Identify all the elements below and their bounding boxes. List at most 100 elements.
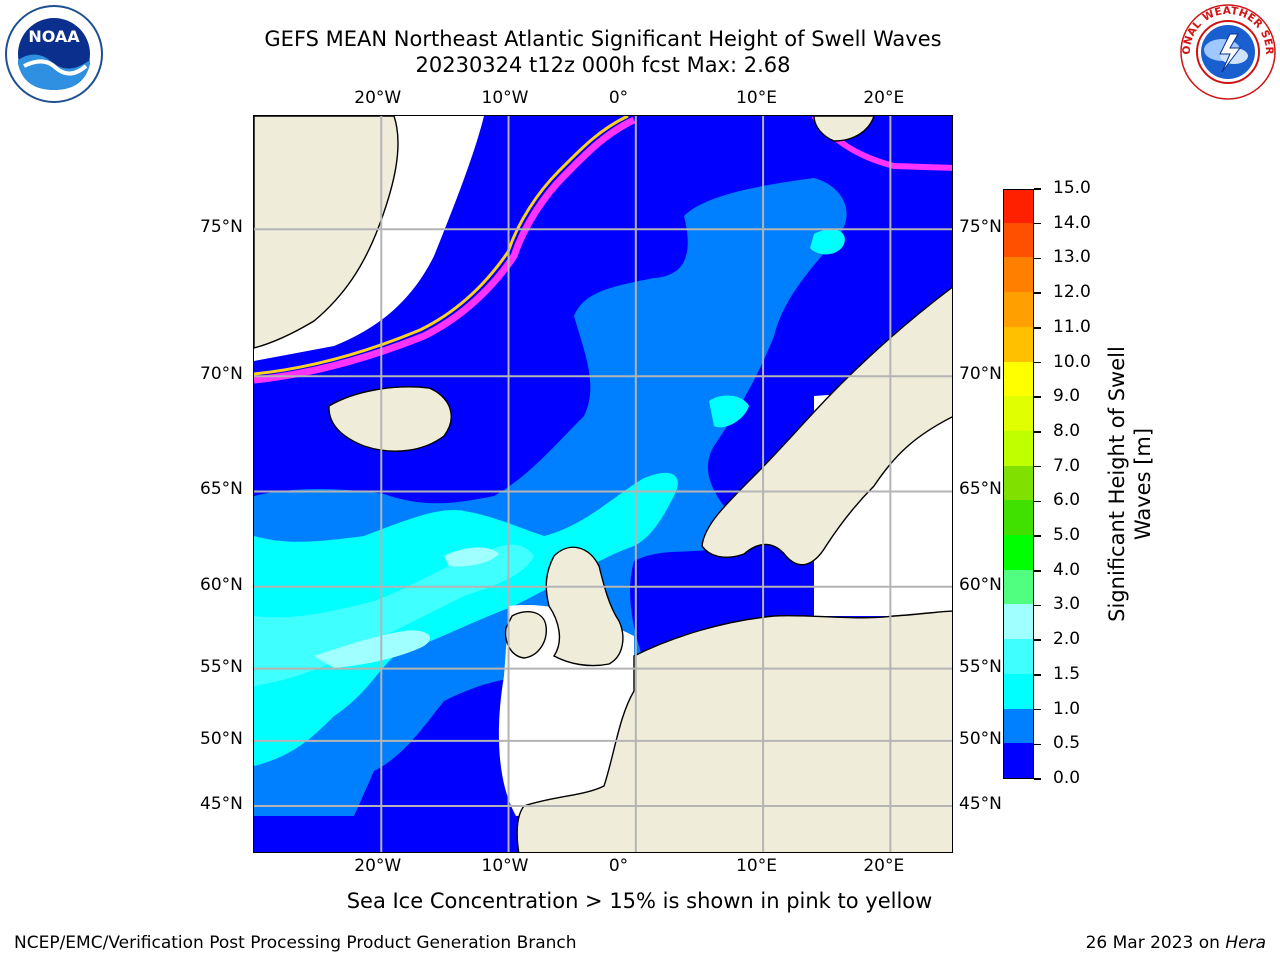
colorbar-segment (1004, 326, 1033, 362)
lon-tick-bottom: 10°W (481, 856, 529, 876)
colorbar-tick-label: 4.0 (1053, 559, 1081, 580)
colorbar-tick-mark (1034, 361, 1041, 364)
noaa-logo-icon: NOAA (5, 5, 103, 103)
colorbar-segment (1004, 256, 1033, 293)
colorbar-tick-label: 1.5 (1053, 663, 1081, 684)
colorbar-tick-mark (1034, 465, 1041, 468)
lat-tick-right: 60°N (959, 574, 1002, 595)
colorbar-segment (1004, 673, 1033, 709)
colorbar-segment (1004, 430, 1033, 466)
lat-tick-left: 50°N (200, 728, 243, 749)
colorbar-tick-mark (1034, 708, 1041, 711)
colorbar-label: Significant Height of Swell Waves [m] (1104, 274, 1156, 694)
footer-machine: Hera (1225, 933, 1266, 953)
colorbar-tick-label: 2.0 (1053, 629, 1081, 650)
colorbar-tick-mark (1034, 535, 1041, 537)
lat-tick-left: 65°N (200, 479, 243, 500)
colorbar-tick-mark (1034, 292, 1041, 294)
colorbar-tick-label: 0.5 (1053, 733, 1081, 754)
lon-tick-bottom: 20°E (863, 856, 905, 876)
colorbar-segment (1004, 742, 1033, 778)
lon-tick-top: 0° (608, 88, 629, 108)
colorbar-tick-mark (1034, 500, 1041, 503)
colorbar-segment (1004, 190, 1033, 223)
colorbar-tick-label: 14.0 (1053, 212, 1091, 233)
colorbar-tick-label: 10.0 (1053, 351, 1091, 372)
colorbar-tick-mark (1034, 327, 1041, 329)
colorbar-tick-label: 0.0 (1053, 768, 1081, 788)
colorbar-segment (1004, 638, 1033, 674)
colorbar-tick-mark (1034, 396, 1041, 398)
lon-tick-bottom: 0° (608, 856, 629, 876)
lat-tick-left: 45°N (200, 793, 243, 814)
colorbar-tick-label: 3.0 (1053, 594, 1081, 615)
colorbar-tick-mark (1034, 222, 1041, 225)
colorbar-tick-mark (1034, 778, 1041, 780)
lon-tick-bottom: 20°W (354, 856, 402, 876)
colorbar-segment (1004, 395, 1033, 431)
colorbar-tick-label: 9.0 (1053, 386, 1081, 407)
lat-tick-left: 60°N (200, 574, 243, 595)
swell-band-1.0-1.5-norway (709, 395, 749, 428)
footer-credit: NCEP/EMC/Verification Post Processing Pr… (14, 933, 577, 953)
lat-tick-left: 55°N (200, 656, 243, 677)
colorbar-label-line-2: Waves [m] (1131, 427, 1155, 541)
swell-band-2.0-3.0-core (444, 547, 499, 567)
land-greenland (254, 116, 399, 349)
land-europe (516, 610, 952, 852)
lat-tick-right: 55°N (959, 656, 1002, 677)
lon-tick-top: 10°W (481, 88, 529, 108)
colorbar-tick-mark (1034, 431, 1041, 433)
lat-tick-right: 70°N (959, 364, 1002, 385)
footer-date: 26 Mar 2023 on Hera (1086, 933, 1266, 953)
colorbar-tick-label: 8.0 (1053, 420, 1081, 441)
land-svalbard (813, 116, 875, 142)
colorbar-tick-mark (1034, 674, 1041, 676)
lon-tick-top: 20°E (863, 88, 905, 108)
colorbar (1003, 189, 1034, 779)
colorbar-tick-label: 7.0 (1053, 455, 1081, 476)
colorbar-segment (1004, 708, 1033, 744)
lon-tick-top: 10°E (736, 88, 777, 108)
lat-tick-left: 70°N (200, 364, 243, 385)
colorbar-tick-label: 15.0 (1053, 178, 1091, 198)
swell-band-1.0-1.5 (254, 472, 678, 766)
sea-ice-note: Sea Ice Concentration > 15% is shown in … (346, 889, 933, 913)
colorbar-tick-mark (1034, 743, 1041, 746)
colorbar-segment (1004, 291, 1033, 327)
noaa-logo-text: NOAA (28, 27, 80, 46)
graticule (254, 116, 952, 852)
colorbar-tick-mark (1034, 257, 1041, 260)
colorbar-segment (1004, 222, 1033, 258)
colorbar-tick-label: 11.0 (1053, 316, 1091, 337)
colorbar-tick-label: 6.0 (1053, 490, 1081, 511)
colorbar-tick-label: 5.0 (1053, 525, 1081, 546)
colorbar-tick-label: 12.0 (1053, 282, 1091, 303)
sea-ice-edge-yellow (254, 116, 629, 376)
map-panel (253, 115, 953, 853)
colorbar-tick-mark (1034, 188, 1041, 190)
sea-ice-edge (254, 116, 636, 384)
chart-title: GEFS MEAN Northeast Atlantic Significant… (0, 26, 1206, 78)
colorbar-segment (1004, 499, 1033, 536)
nws-logo-icon: NATIONAL WEATHER SERVICE (1180, 4, 1276, 100)
land-iceland (328, 386, 452, 452)
colorbar-tick-mark (1034, 639, 1041, 641)
footer-date-text: 26 Mar 2023 on (1085, 933, 1226, 953)
lat-tick-right: 75°N (959, 217, 1002, 238)
title-line-2: 20230324 t12z 000h fcst Max: 2.68 (415, 53, 791, 77)
colorbar-tick-label: 13.0 (1053, 247, 1091, 268)
colorbar-segment (1004, 603, 1033, 640)
lat-tick-left: 75°N (200, 217, 243, 238)
lon-tick-bottom: 10°E (736, 856, 777, 876)
swell-band-1.0-1.5-arctic (810, 229, 845, 255)
lat-tick-right: 50°N (959, 728, 1002, 749)
swell-band-0.5-1.0 (254, 178, 847, 816)
colorbar-label-line-1: Significant Height of Swell (1105, 346, 1129, 622)
colorbar-segment (1004, 569, 1033, 605)
colorbar-segment (1004, 465, 1033, 501)
title-line-1: GEFS MEAN Northeast Atlantic Significant… (264, 27, 942, 51)
swell-band-2.0-3.0 (314, 630, 431, 668)
colorbar-tick-mark (1034, 570, 1041, 572)
lat-tick-right: 45°N (959, 793, 1002, 814)
